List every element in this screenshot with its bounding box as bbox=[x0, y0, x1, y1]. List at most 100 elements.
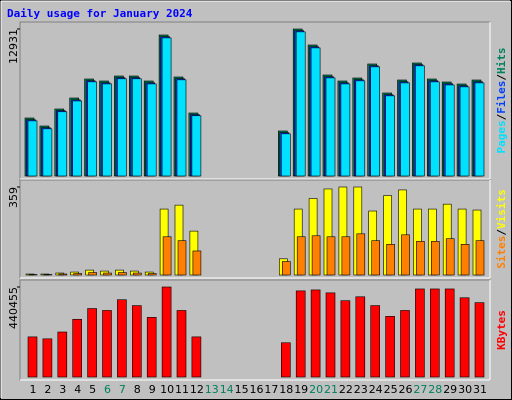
panel bbox=[19, 279, 491, 381]
bar bbox=[42, 338, 53, 378]
bar bbox=[280, 342, 291, 378]
x-tick-label: 22 bbox=[339, 383, 353, 396]
x-tick-label: 3 bbox=[59, 383, 66, 396]
x-tick-label: 20 bbox=[309, 383, 323, 396]
bar bbox=[326, 236, 336, 276]
bar bbox=[340, 300, 351, 378]
bar bbox=[295, 290, 306, 378]
bar bbox=[429, 288, 440, 378]
x-tick-label: 21 bbox=[324, 383, 338, 396]
x-tick-label: 24 bbox=[369, 383, 383, 396]
bar bbox=[118, 272, 127, 276]
bar bbox=[191, 115, 202, 177]
x-tick-label: 6 bbox=[104, 383, 111, 396]
x-tick-label: 5 bbox=[89, 383, 96, 396]
chart-title: Daily usage for January 2024 bbox=[7, 7, 193, 20]
bar bbox=[429, 81, 440, 177]
bar bbox=[132, 78, 142, 177]
legend-entry: Sites bbox=[495, 236, 508, 269]
legend-separator: / bbox=[495, 229, 508, 236]
legend-entry: Visits bbox=[495, 189, 508, 229]
bar bbox=[72, 318, 82, 378]
bar bbox=[146, 83, 157, 177]
bar bbox=[295, 31, 306, 177]
bar bbox=[385, 95, 395, 177]
bar bbox=[310, 289, 321, 378]
bar bbox=[177, 240, 187, 276]
bar bbox=[385, 316, 395, 378]
bar bbox=[58, 273, 68, 276]
x-tick-label: 18 bbox=[279, 383, 293, 396]
x-tick-label: 28 bbox=[428, 383, 442, 396]
x-tick-label: 4 bbox=[74, 383, 81, 396]
x-tick-label: 23 bbox=[354, 383, 368, 396]
bar bbox=[430, 241, 440, 276]
x-tick-label: 8 bbox=[134, 383, 141, 396]
bar bbox=[445, 238, 455, 276]
x-tick-label: 26 bbox=[399, 383, 413, 396]
bar bbox=[296, 236, 306, 276]
bar bbox=[370, 66, 381, 177]
bar bbox=[132, 305, 142, 378]
bar bbox=[280, 133, 291, 177]
x-tick-label: 1 bbox=[30, 383, 37, 396]
bar bbox=[176, 79, 187, 177]
bar bbox=[162, 236, 172, 276]
bar bbox=[146, 317, 157, 378]
bar bbox=[459, 297, 470, 378]
bar bbox=[133, 272, 142, 276]
x-tick-label: 13 bbox=[205, 383, 219, 396]
bar bbox=[416, 241, 425, 276]
bar bbox=[102, 83, 112, 177]
bar bbox=[176, 310, 187, 378]
bar bbox=[341, 236, 351, 276]
bar bbox=[117, 299, 127, 378]
legend: KBytes bbox=[495, 310, 508, 350]
x-tick-label: 29 bbox=[443, 383, 457, 396]
bar bbox=[102, 310, 112, 378]
x-tick-label: 14 bbox=[220, 383, 234, 396]
bar bbox=[444, 288, 455, 378]
x-tick-label: 16 bbox=[250, 383, 264, 396]
x-tick-label: 12 bbox=[190, 383, 204, 396]
legend: Pages/Files/Hits bbox=[495, 48, 508, 154]
bar bbox=[161, 37, 172, 177]
x-tick-label: 10 bbox=[160, 383, 174, 396]
bar bbox=[400, 310, 410, 378]
bar bbox=[459, 86, 470, 177]
x-tick-label: 9 bbox=[149, 383, 156, 396]
bar bbox=[325, 292, 336, 378]
bar bbox=[72, 100, 82, 177]
y-tick-label: 440455 bbox=[7, 287, 20, 329]
bar bbox=[27, 120, 38, 177]
bar bbox=[356, 233, 366, 276]
bar bbox=[370, 305, 381, 378]
x-tick-label: 11 bbox=[175, 383, 189, 396]
x-tick-label: 7 bbox=[119, 383, 126, 396]
bar bbox=[475, 240, 485, 276]
bar bbox=[117, 78, 127, 177]
legend: Sites/Visits bbox=[495, 189, 508, 269]
x-tick-label: 15 bbox=[235, 383, 249, 396]
legend-entry: Pages bbox=[495, 120, 508, 153]
legend-entry: KBytes bbox=[495, 310, 508, 350]
bar bbox=[355, 296, 366, 378]
bar bbox=[191, 336, 202, 378]
bar bbox=[42, 128, 53, 177]
bar bbox=[192, 250, 202, 276]
bar bbox=[147, 273, 157, 276]
bar bbox=[325, 77, 336, 177]
bar bbox=[401, 234, 410, 276]
x-tick-label: 19 bbox=[294, 383, 308, 396]
x-tick-label: 2 bbox=[44, 383, 51, 396]
bar bbox=[73, 273, 82, 276]
legend-separator: / bbox=[495, 113, 508, 120]
bar bbox=[386, 244, 395, 276]
y-tick-label: 359 bbox=[7, 187, 20, 208]
bar bbox=[103, 272, 112, 276]
bar bbox=[310, 47, 321, 177]
panel bbox=[19, 179, 491, 279]
panel bbox=[19, 21, 491, 180]
bar bbox=[415, 288, 425, 378]
